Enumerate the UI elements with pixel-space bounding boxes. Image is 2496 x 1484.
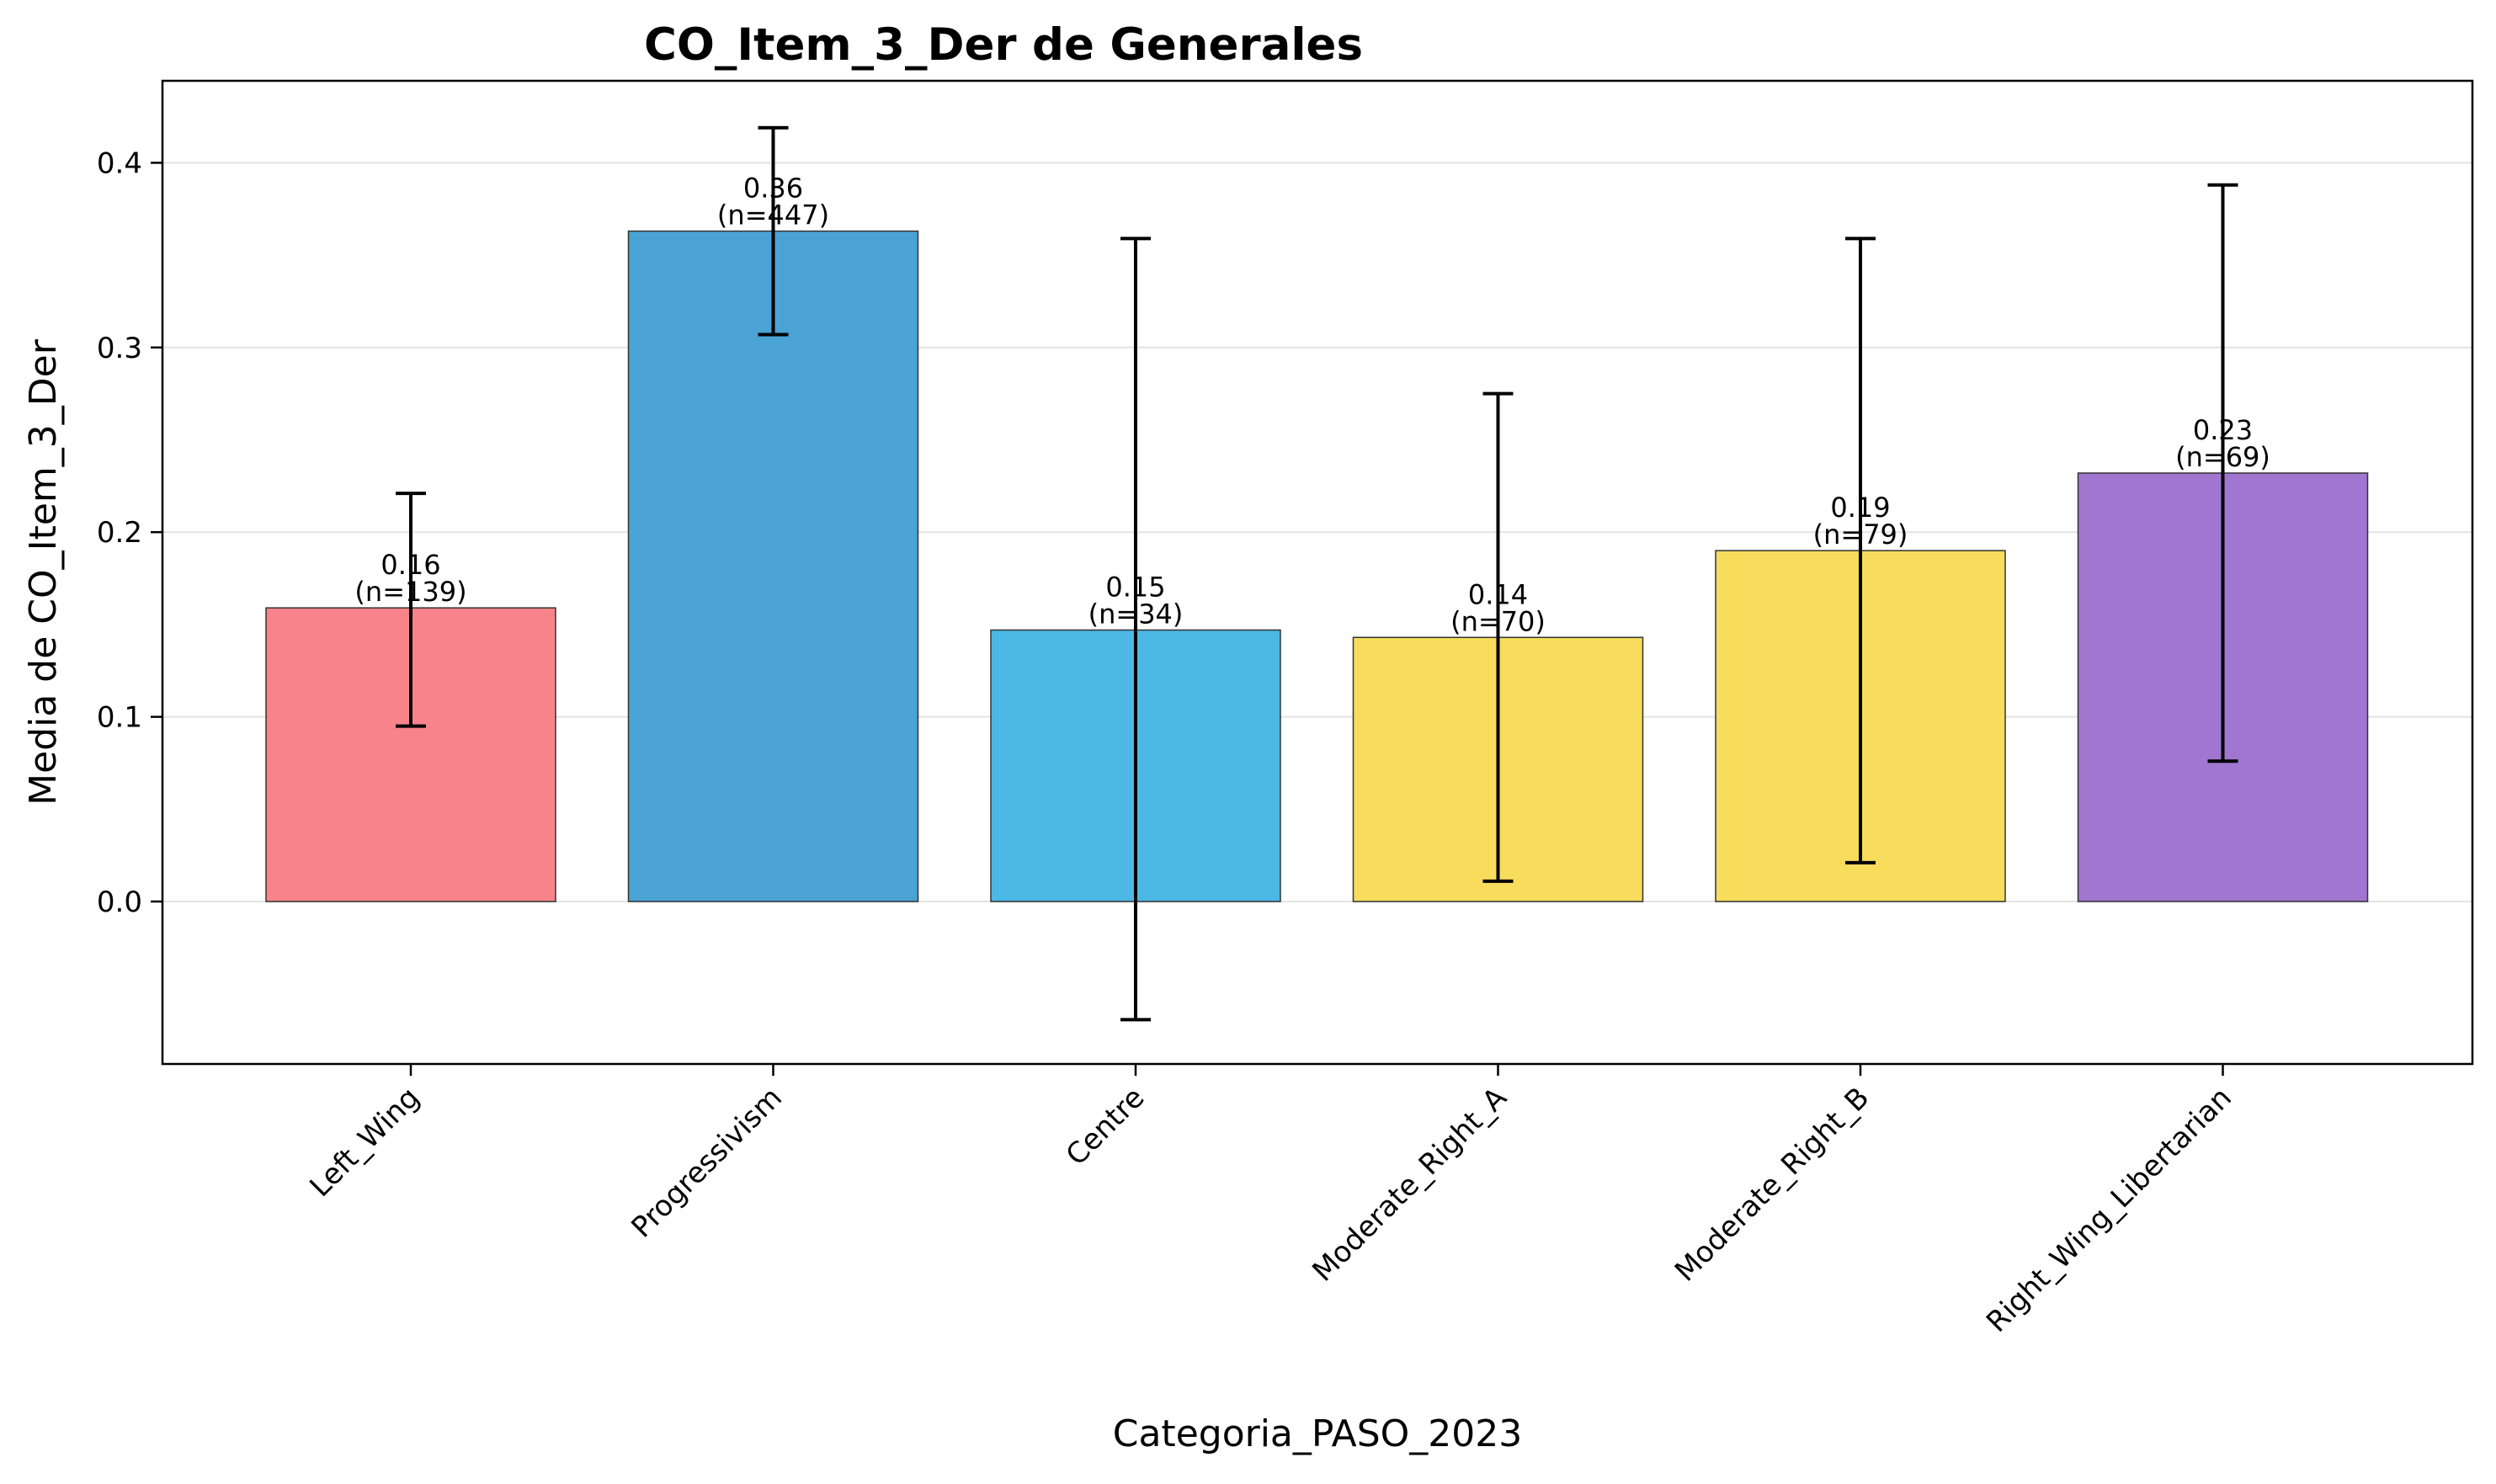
error-bar-layer	[396, 125, 2238, 1022]
chart-title: CO_Item_3_Der de Generales	[644, 19, 1363, 71]
x-tick-label: Right_Wing_Libertarian	[1980, 1081, 2238, 1339]
data-label-layer: 0.16(n=139)0.36(n=447)0.15(n=34)0.14(n=7…	[354, 173, 2270, 638]
value-label: 0.14	[1468, 578, 1528, 610]
y-tick-label: 0.0	[97, 886, 142, 919]
x-axis: Left_Wing Progressivism Centre Moderate_Rig…	[303, 1064, 2238, 1339]
value-label: 0.16	[381, 549, 440, 581]
count-label: (n=69)	[2175, 441, 2270, 473]
count-label: (n=79)	[1813, 519, 1908, 551]
y-axis: 0.0 0.1 0.2 0.3 0.4	[97, 146, 162, 919]
value-label: 0.15	[1105, 571, 1165, 603]
count-label: (n=34)	[1088, 598, 1184, 630]
value-label: 0.19	[1830, 492, 1890, 524]
y-tick-label: 0.3	[97, 332, 142, 365]
x-tick-label: Left_Wing	[303, 1081, 426, 1204]
bar-layer	[265, 230, 2369, 902]
count-label: (n=139)	[354, 576, 466, 608]
y-axis-label: Media de CO_Item_3_Der	[22, 338, 65, 806]
x-tick-label: Moderate_Right_A	[1306, 1081, 1513, 1288]
x-tick-label: Moderate_Right_B	[1668, 1081, 1876, 1288]
count-label: (n=70)	[1450, 605, 1546, 637]
value-label: 0.23	[2193, 414, 2253, 446]
x-tick-label: Progressivism	[625, 1081, 788, 1244]
y-tick-label: 0.2	[97, 516, 142, 550]
y-tick-label: 0.1	[97, 701, 142, 735]
plot-frame	[161, 79, 2474, 1066]
bar	[627, 230, 919, 902]
value-label: 0.36	[743, 173, 803, 205]
count-label: (n=447)	[717, 199, 829, 231]
x-tick-label: Centre	[1060, 1081, 1152, 1173]
x-axis-label: Categoria_PASO_2023	[1113, 1412, 1523, 1455]
y-tick-label: 0.4	[97, 146, 142, 180]
